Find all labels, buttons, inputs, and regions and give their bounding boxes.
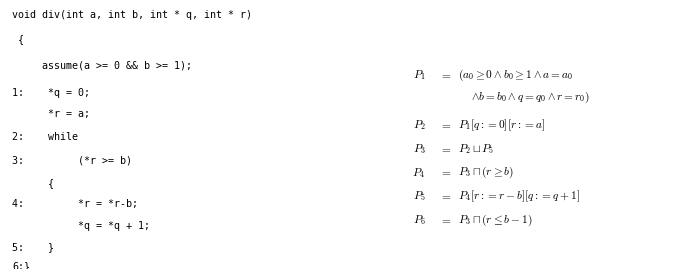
Text: 1:    *q = 0;: 1: *q = 0; <box>12 88 91 98</box>
Text: {: { <box>12 178 55 188</box>
Text: $\wedge b = b_0 \wedge q = q_0 \wedge r = r_0)$: $\wedge b = b_0 \wedge q = q_0 \wedge r … <box>471 91 590 105</box>
Text: $P_3 \sqcap (r \leq b-1)$: $P_3 \sqcap (r \leq b-1)$ <box>458 212 533 228</box>
Text: $=$: $=$ <box>440 215 453 225</box>
Text: 5:    }: 5: } <box>12 242 55 253</box>
Text: $P_4[r:=r-b][q:=q+1]$: $P_4[r:=r-b][q:=q+1]$ <box>458 189 580 204</box>
Text: 6:}: 6:} <box>12 261 30 269</box>
Text: $P_1[q:=0][r:=a]$: $P_1[q:=0][r:=a]$ <box>458 117 545 133</box>
Text: $=$: $=$ <box>440 191 453 201</box>
Text: 4:         *r = *r-b;: 4: *r = *r-b; <box>12 199 138 210</box>
Text: $P_{5}$: $P_{5}$ <box>413 189 426 203</box>
Text: *r = a;: *r = a; <box>12 109 91 119</box>
Text: $=$: $=$ <box>440 168 453 178</box>
Text: $P_{1}$: $P_{1}$ <box>413 68 426 82</box>
Text: $P_3 \sqcap (r \geq b)$: $P_3 \sqcap (r \geq b)$ <box>458 165 514 180</box>
Text: $P_2 \sqcup P_5$: $P_2 \sqcup P_5$ <box>458 142 495 156</box>
Text: 3:         (*r >= b): 3: (*r >= b) <box>12 155 132 165</box>
Text: $P_{6}$: $P_{6}$ <box>412 213 426 227</box>
Text: {: { <box>12 34 24 44</box>
Text: assume(a >= 0 && b >= 1);: assume(a >= 0 && b >= 1); <box>12 61 192 71</box>
Text: $P_{3}$: $P_{3}$ <box>412 142 426 156</box>
Text: 2:    while: 2: while <box>12 132 78 142</box>
Text: void div(int a, int b, int * q, int * r): void div(int a, int b, int * q, int * r) <box>12 10 253 20</box>
Text: $=$: $=$ <box>440 120 453 130</box>
Text: $P_{2}$: $P_{2}$ <box>412 118 426 132</box>
Text: *q = *q + 1;: *q = *q + 1; <box>12 221 150 231</box>
Text: $P_{4}$: $P_{4}$ <box>412 166 426 180</box>
Text: $=$: $=$ <box>440 70 453 80</box>
Text: $=$: $=$ <box>440 144 453 154</box>
Text: $(a_0 \geq 0 \wedge b_0 \geq 1 \wedge a = a_0$: $(a_0 \geq 0 \wedge b_0 \geq 1 \wedge a … <box>458 67 574 83</box>
